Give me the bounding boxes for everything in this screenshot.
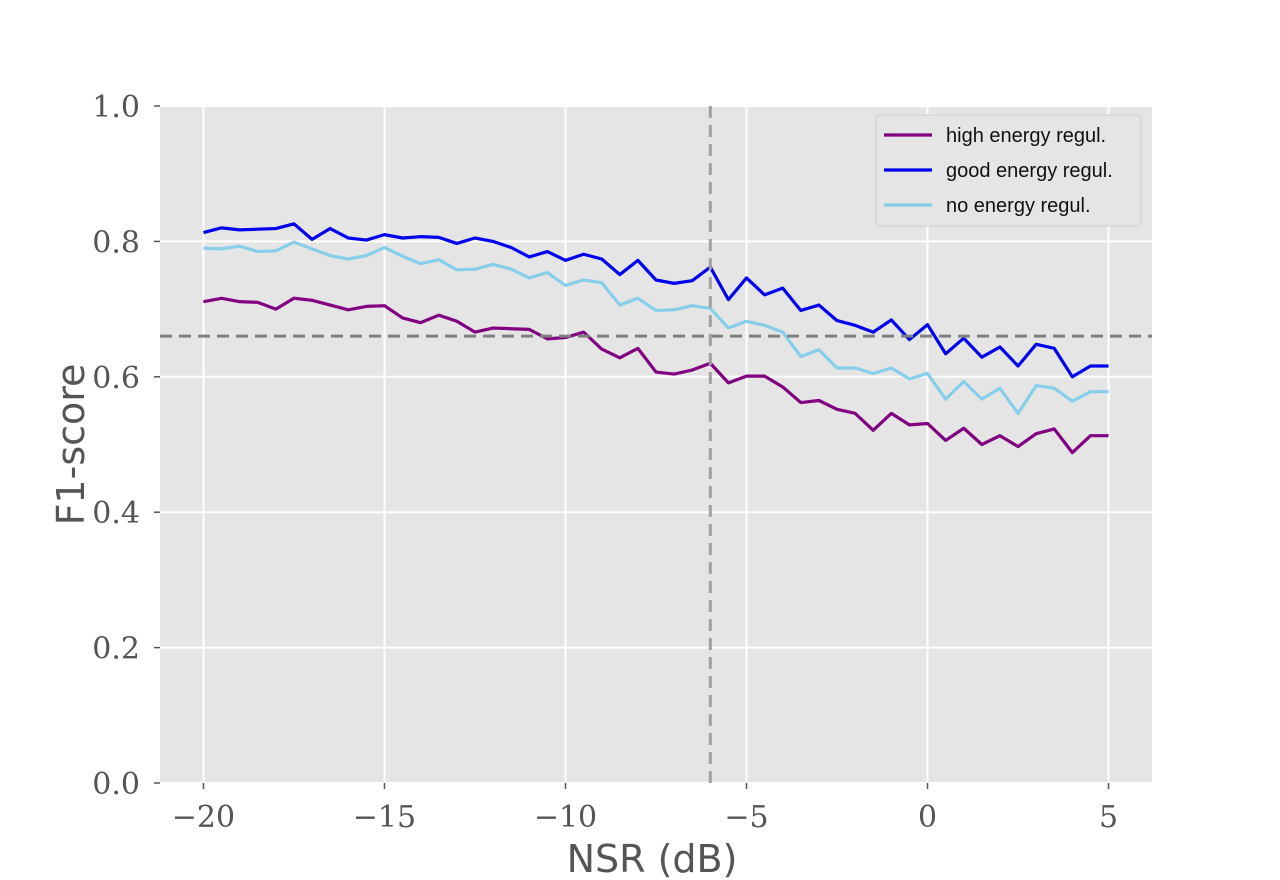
series-line-3 (203, 240, 1109, 415)
grid-lines (160, 105, 1152, 784)
x-tick-label: 5 (1099, 800, 1118, 835)
series-layer (203, 222, 1109, 455)
x-tick-label: 0 (918, 800, 937, 835)
x-axis-title: NSR (dB) (567, 837, 738, 880)
y-tick-label: 0.0 (92, 767, 140, 802)
x-tick-label: −5 (724, 800, 768, 835)
y-tick-label: 0.2 (92, 632, 140, 667)
legend: high energy regul. good energy regul. no e… (875, 114, 1142, 227)
x-tick-label: −10 (534, 800, 597, 835)
legend-label-3: no energy regul. (946, 195, 1091, 217)
y-axis: 0.0 0.2 0.4 0.6 0.8 1.0 (92, 90, 160, 802)
y-axis-title: F1-score (49, 364, 93, 526)
y-tick-label: 0.8 (92, 225, 140, 260)
reference-lines (160, 106, 1152, 783)
x-tick-label: −20 (172, 800, 235, 835)
legend-box (875, 114, 1142, 227)
x-tick-label: −15 (353, 800, 416, 835)
y-tick-label: 1.0 (92, 90, 140, 125)
series-line-1 (203, 296, 1109, 455)
legend-label-1: high energy regul. (946, 125, 1106, 147)
legend-label-2: good energy regul. (946, 160, 1113, 182)
y-tick-label: 0.4 (92, 496, 140, 531)
series-line-2 (203, 222, 1109, 379)
x-axis: −20 −15 −10 −5 0 5 (172, 783, 1118, 835)
y-tick-label: 0.6 (92, 361, 140, 396)
